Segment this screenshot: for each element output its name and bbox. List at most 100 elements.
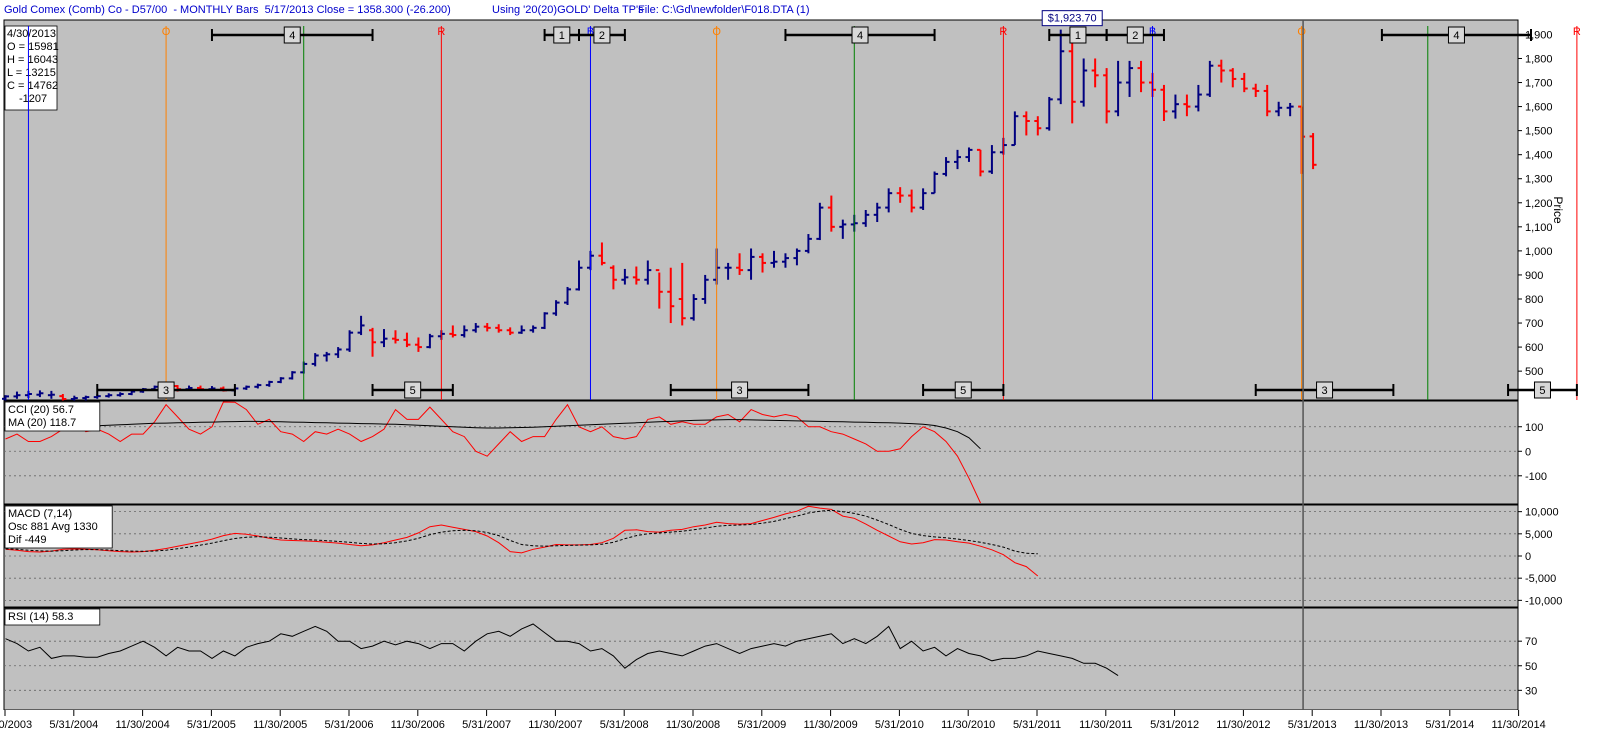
price-bar: [759, 253, 767, 273]
macd-legend-entry: MACD (7,14): [8, 508, 72, 520]
x-axis-tick-label: 5/31/2011: [1013, 719, 1061, 731]
price-bar: [36, 390, 44, 398]
price-bar: [976, 148, 984, 177]
price-bar: [598, 242, 606, 266]
price-bar: [506, 327, 514, 336]
price-bar: [770, 250, 778, 268]
bottom-range-label: 3: [163, 385, 169, 397]
price-bar: [827, 195, 835, 232]
x-axis-tick-label: 5/31/2004: [49, 719, 98, 731]
price-tick-label: 600: [1525, 342, 1543, 354]
chart-title: Gold Comex (Comb) Co - D57/00 - MONTHLY …: [4, 4, 451, 16]
price-bar: [839, 219, 847, 239]
cci-legend-box: [4, 401, 101, 432]
x-axis-tick-label: 11/30/2004: [115, 719, 169, 731]
price-bar: [1171, 94, 1179, 119]
cci-legend-entry: CCI (20) 56.7: [8, 404, 74, 416]
macd-panel: -10,000 -5,000 0 5,000 10,000 MACD (7,14)Osc …: [3, 504, 1600, 608]
bottom-range-label: 3: [1321, 385, 1327, 397]
price-bar: [988, 145, 996, 174]
top-range-badge: [553, 26, 571, 44]
ohlc-info-line: L = 13215: [7, 67, 56, 79]
x-axis-tick-label: 11/30/2009: [803, 719, 857, 731]
price-bar: [1240, 72, 1248, 93]
turn-marker-label: B: [1149, 26, 1156, 38]
price-bar: [495, 324, 503, 333]
price-bar: [1103, 68, 1111, 124]
cci-plot-area: [3, 400, 1519, 505]
cci-tick-label: 100: [1525, 422, 1543, 434]
price-bar: [82, 395, 90, 401]
macd-legend-box: [4, 505, 113, 549]
price-bar: [1045, 96, 1053, 131]
rsi-plot-area: [3, 607, 1519, 711]
ohlc-info-frame: [4, 25, 58, 111]
macd-tick-label: 10,000: [1525, 507, 1559, 519]
top-range: 4: [784, 26, 936, 44]
price-bar: [449, 325, 457, 338]
turn-marker-label: R: [999, 26, 1007, 38]
rsi-tick-label: 30: [1525, 685, 1537, 697]
price-bar: [334, 347, 342, 358]
x-axis-tick-label: 11/30/2005: [253, 719, 307, 731]
price-bar: [1229, 68, 1237, 88]
top-range-label: 4: [289, 30, 295, 42]
price-bar: [1034, 116, 1042, 136]
price-bar: [403, 332, 411, 348]
x-axis-tick-label: 5/31/2009: [737, 719, 786, 731]
price-bar: [701, 274, 709, 304]
price-tick-label: 1,300: [1525, 174, 1553, 186]
price-tick-label: 1,000: [1525, 246, 1553, 258]
cci-tick-label: -100: [1525, 471, 1547, 483]
x-axis-strip: [0, 710, 1600, 756]
macd-legend-entry: Osc 881 Avg 1330: [8, 521, 98, 533]
bottom-range-badge: [954, 381, 972, 399]
price-bar: [552, 300, 560, 316]
price-bar: [242, 385, 250, 390]
x-axis-tick-label: 11/30/2010: [941, 719, 995, 731]
turn-marker-label: O: [712, 26, 721, 38]
price-tick-label: 900: [1525, 270, 1543, 282]
price-bar: [1286, 102, 1294, 117]
price-bar: [105, 393, 113, 398]
price-tick-label: 800: [1525, 294, 1543, 306]
bottom-range-badge: [157, 381, 175, 399]
top-range-badge: [593, 26, 611, 44]
top-range-badge: [283, 26, 301, 44]
price-bar: [896, 187, 904, 203]
price-bar: [564, 286, 572, 305]
price-bar: [873, 202, 881, 223]
price-tick-label: 1,700: [1525, 78, 1553, 90]
price-bar: [59, 393, 67, 402]
price-bar: [667, 267, 675, 324]
price-bar: [1080, 58, 1088, 107]
price-bar: [954, 149, 962, 170]
price-bar: [346, 330, 354, 352]
x-axis-tick-label: 11/30/2006: [391, 719, 445, 731]
price-bar: [885, 188, 893, 213]
rsi-tick-label: 50: [1525, 661, 1537, 673]
price-bar: [541, 312, 549, 330]
price-bar: [254, 383, 262, 389]
bottom-range-badge: [404, 381, 422, 399]
rsi-panel: 30 50 70 RSI (14) 58.3: [3, 607, 1600, 711]
ohlc-info-line: 4/30/2013: [7, 28, 56, 40]
price-tick-label: 1,500: [1525, 126, 1553, 138]
price-bar: [621, 268, 629, 285]
cci-legend-entry: MA (20) 118.7: [8, 417, 76, 429]
top-range-badge: [1069, 26, 1087, 44]
macd-tick-label: 0: [1525, 551, 1531, 563]
top-range-label: 4: [1453, 30, 1459, 42]
bottom-range-label: 5: [410, 385, 416, 397]
price-bar: [1091, 58, 1099, 88]
bottom-range: 5: [371, 381, 454, 399]
price-bar: [529, 325, 537, 333]
price-tick-label: 500: [1525, 366, 1543, 378]
chart-file-path: File: C:\Gd\newfolder\F018.DTA (1): [638, 4, 810, 16]
price-bar: [862, 210, 870, 227]
price-bar: [13, 391, 21, 399]
x-axis-tick-label: 5/31/2007: [462, 719, 511, 731]
x-axis-tick-label: 5/31/2012: [1150, 719, 1199, 731]
bottom-range: 5: [922, 381, 1005, 399]
